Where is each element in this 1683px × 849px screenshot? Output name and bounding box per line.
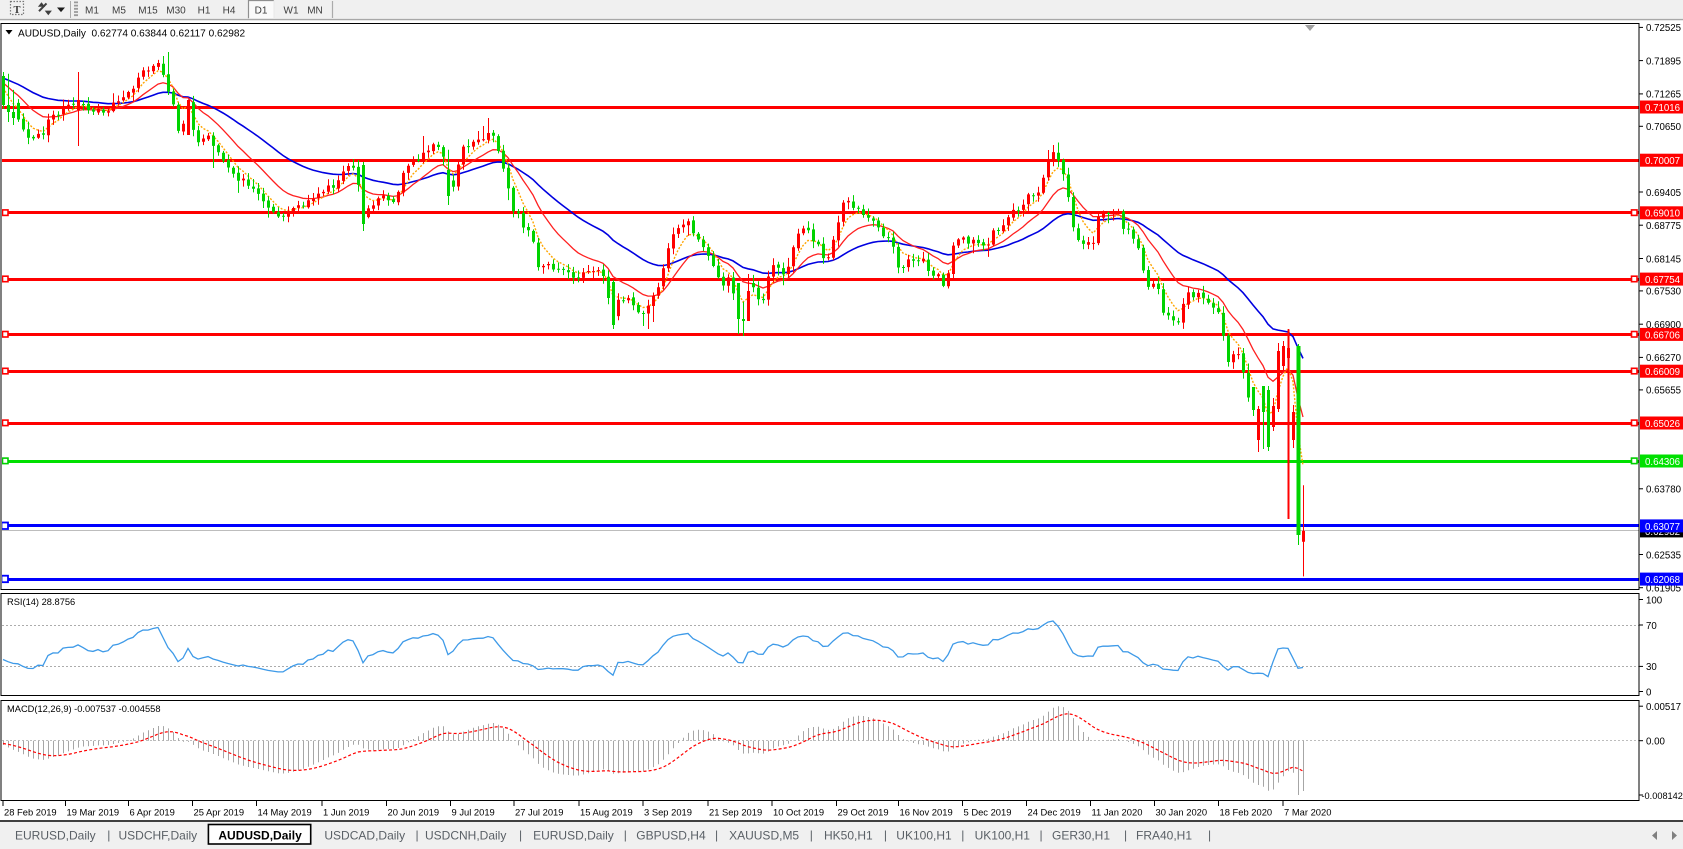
- svg-text:100: 100: [1646, 595, 1663, 606]
- svg-text:FRA40,H1: FRA40,H1: [1136, 829, 1192, 843]
- svg-text:M15: M15: [138, 6, 158, 17]
- svg-text:HK50,H1: HK50,H1: [824, 829, 873, 843]
- svg-text:|: |: [1208, 828, 1211, 842]
- svg-text:|: |: [810, 828, 813, 842]
- svg-text:MN: MN: [307, 6, 323, 17]
- svg-text:9 Jul 2019: 9 Jul 2019: [452, 807, 495, 818]
- svg-text:AUDUSD,Daily: AUDUSD,Daily: [218, 829, 302, 843]
- svg-text:0.68145: 0.68145: [1646, 254, 1681, 265]
- svg-text:|: |: [961, 828, 964, 842]
- svg-text:M30: M30: [166, 6, 186, 17]
- svg-text:5 Dec 2019: 5 Dec 2019: [964, 807, 1012, 818]
- svg-text:0.00: 0.00: [1646, 737, 1665, 748]
- svg-text:0.70650: 0.70650: [1646, 122, 1682, 133]
- svg-text:30: 30: [1646, 662, 1657, 673]
- svg-text:30 Jan 2020: 30 Jan 2020: [1156, 807, 1208, 818]
- svg-text:0.67530: 0.67530: [1646, 287, 1682, 298]
- svg-text:0.68775: 0.68775: [1646, 221, 1681, 232]
- svg-text:|: |: [107, 828, 110, 842]
- svg-text:USDCAD,Daily: USDCAD,Daily: [324, 829, 405, 843]
- svg-text:0.70007: 0.70007: [1645, 156, 1680, 167]
- svg-text:|: |: [624, 828, 627, 842]
- svg-text:16 Nov 2019: 16 Nov 2019: [900, 807, 953, 818]
- svg-text:0.66900: 0.66900: [1646, 320, 1682, 331]
- svg-text:-0.008142: -0.008142: [1642, 791, 1683, 801]
- svg-text:70: 70: [1646, 621, 1657, 632]
- svg-text:0.72525: 0.72525: [1646, 23, 1681, 34]
- svg-text:H1: H1: [198, 6, 211, 17]
- svg-text:0.65655: 0.65655: [1646, 386, 1681, 397]
- svg-text:24 Dec 2019: 24 Dec 2019: [1028, 807, 1081, 818]
- svg-text:27 Jul 2019: 27 Jul 2019: [515, 807, 563, 818]
- svg-text:29 Oct 2019: 29 Oct 2019: [838, 807, 889, 818]
- svg-text:21 Sep 2019: 21 Sep 2019: [709, 807, 762, 818]
- svg-text:10 Oct 2019: 10 Oct 2019: [773, 807, 824, 818]
- svg-text:25 Apr 2019: 25 Apr 2019: [194, 807, 245, 818]
- svg-text:28 Feb 2019: 28 Feb 2019: [4, 807, 57, 818]
- svg-text:0.61905: 0.61905: [1646, 584, 1681, 595]
- svg-text:11 Jan 2020: 11 Jan 2020: [1092, 807, 1143, 818]
- svg-text:UK100,H1: UK100,H1: [896, 829, 952, 843]
- svg-text:|: |: [715, 828, 718, 842]
- svg-text:D1: D1: [255, 6, 268, 17]
- svg-text:3 Sep 2019: 3 Sep 2019: [644, 807, 692, 818]
- svg-text:M1: M1: [85, 6, 99, 17]
- svg-text:|: |: [1124, 828, 1127, 842]
- svg-text:MACD(12,26,9) -0.007537 -0.004: MACD(12,26,9) -0.007537 -0.004558: [7, 704, 161, 714]
- svg-text:M5: M5: [112, 6, 126, 17]
- svg-text:0.62068: 0.62068: [1645, 575, 1680, 586]
- svg-text:T: T: [13, 5, 20, 16]
- svg-text:EURUSD,Daily: EURUSD,Daily: [15, 829, 96, 843]
- svg-text:20 Jun 2019: 20 Jun 2019: [388, 807, 440, 818]
- svg-text:USDCHF,Daily: USDCHF,Daily: [119, 829, 198, 843]
- svg-text:0.69010: 0.69010: [1645, 209, 1681, 220]
- svg-text:RSI(14) 28.8756: RSI(14) 28.8756: [7, 597, 75, 607]
- svg-text:|: |: [519, 828, 522, 842]
- svg-text:0.71016: 0.71016: [1645, 103, 1680, 114]
- svg-text:0.66009: 0.66009: [1645, 367, 1680, 378]
- svg-text:0.71895: 0.71895: [1646, 56, 1681, 67]
- svg-text:14 May 2019: 14 May 2019: [258, 807, 312, 818]
- svg-text:0.64306: 0.64306: [1645, 457, 1680, 468]
- svg-text:1 Jun 2019: 1 Jun 2019: [323, 807, 369, 818]
- svg-text:|: |: [1040, 828, 1043, 842]
- svg-text:|: |: [884, 828, 887, 842]
- svg-text:XAUUSD,M5: XAUUSD,M5: [729, 829, 799, 843]
- svg-text:EURUSD,Daily: EURUSD,Daily: [533, 829, 614, 843]
- svg-text:0.63780: 0.63780: [1646, 485, 1682, 496]
- svg-text:0.65026: 0.65026: [1645, 419, 1680, 430]
- svg-text:0.69405: 0.69405: [1646, 188, 1681, 199]
- svg-text:0.67754: 0.67754: [1645, 275, 1681, 286]
- svg-text:0.00517: 0.00517: [1646, 702, 1681, 713]
- svg-text:15 Aug 2019: 15 Aug 2019: [580, 807, 633, 818]
- svg-text:6 Apr 2019: 6 Apr 2019: [130, 807, 175, 818]
- svg-text:H4: H4: [223, 6, 236, 17]
- svg-text:0: 0: [1646, 687, 1652, 698]
- svg-text:0.71265: 0.71265: [1646, 90, 1681, 101]
- svg-text:AUDUSD,Daily 0.62774 0.63844: AUDUSD,Daily 0.62774 0.63844 0.62117 0.6…: [18, 29, 245, 40]
- svg-text:7 Mar 2020: 7 Mar 2020: [1284, 807, 1331, 818]
- svg-text:|: |: [416, 828, 419, 842]
- svg-text:18 Feb 2020: 18 Feb 2020: [1220, 807, 1273, 818]
- svg-text:19 Mar 2019: 19 Mar 2019: [67, 807, 120, 818]
- svg-text:USDCNH,Daily: USDCNH,Daily: [425, 829, 506, 843]
- svg-text:0.62535: 0.62535: [1646, 550, 1681, 561]
- svg-text:GBPUSD,H4: GBPUSD,H4: [636, 829, 706, 843]
- svg-text:W1: W1: [284, 6, 299, 17]
- svg-text:UK100,H1: UK100,H1: [975, 829, 1031, 843]
- svg-text:0.66706: 0.66706: [1645, 330, 1680, 341]
- svg-text:GER30,H1: GER30,H1: [1052, 829, 1110, 843]
- svg-text:0.63077: 0.63077: [1645, 522, 1680, 533]
- svg-text:0.66270: 0.66270: [1646, 353, 1682, 364]
